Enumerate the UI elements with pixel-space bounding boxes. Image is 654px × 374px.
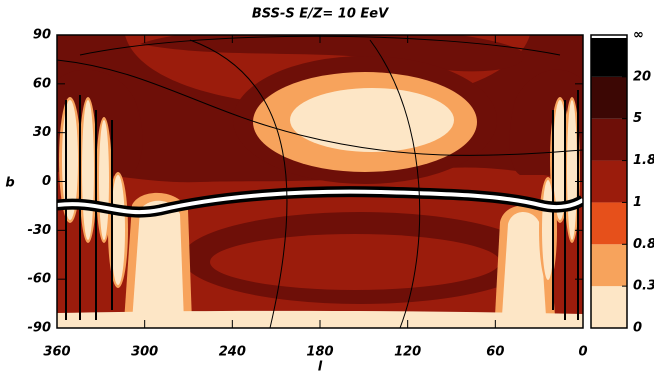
x-tick-label: 0 [578, 345, 587, 360]
x-tick-label: 120 [394, 345, 421, 360]
colorbar-swatch [591, 160, 627, 203]
x-tick-label: 360 [43, 345, 70, 360]
colorbar-swatch [591, 286, 627, 328]
contour-region [140, 35, 524, 72]
y-tick-label: -30 [28, 223, 52, 238]
contour-region [57, 310, 583, 328]
y-tick-label: -60 [28, 272, 52, 287]
contour-region [210, 234, 500, 290]
contour-region [132, 200, 184, 322]
contour-region [82, 100, 94, 240]
x-axis-label: l [318, 360, 323, 374]
colorbar-swatch [591, 118, 627, 161]
y-tick-label: -90 [28, 321, 52, 336]
chart-title: BSS-S E/Z= 10 EeV [252, 7, 389, 22]
coordinate-curve [79, 35, 561, 56]
colorbar-swatch [591, 76, 627, 119]
contour-region [99, 120, 109, 240]
contour-region [111, 175, 125, 285]
colorbar-swatch [591, 35, 627, 77]
y-tick-label: 0 [42, 174, 51, 189]
y-tick-label: 30 [33, 125, 51, 140]
contour-line [57, 189, 583, 215]
colorbar-swatch [591, 202, 627, 245]
colorbar-tick-label: 20 [633, 69, 651, 84]
contour-region [553, 100, 567, 220]
colorbar-tick-label: 5 [633, 111, 642, 126]
colorbar-top [591, 35, 627, 38]
x-tick-label: 300 [131, 345, 158, 360]
contour-region [567, 100, 577, 240]
colorbar-frame [590, 34, 628, 329]
contour-region [290, 88, 454, 152]
x-tick-label: 60 [486, 345, 504, 360]
x-tick-label: 180 [306, 345, 333, 360]
contour-line [57, 59, 583, 156]
colorbar-tick-label: 0.8 [633, 237, 654, 252]
y-axis-label: b [5, 176, 14, 191]
coordinate-curve [189, 39, 288, 328]
x-tick-label: 240 [219, 345, 246, 360]
map [57, 35, 583, 328]
contour-region [502, 212, 546, 316]
colorbar-tick-label: 0.3 [633, 279, 654, 294]
y-tick-label: 60 [33, 76, 51, 91]
colorbar-tick-label: 1.8 [633, 153, 654, 168]
colorbar-swatch [591, 244, 627, 287]
y-tick-label: 90 [33, 28, 51, 43]
coordinate-curve [369, 39, 421, 328]
colorbar-tick-label: 0 [633, 321, 642, 336]
colorbar-tick-label: 1 [633, 195, 642, 210]
colorbar-tick-label: ∞ [633, 28, 644, 43]
